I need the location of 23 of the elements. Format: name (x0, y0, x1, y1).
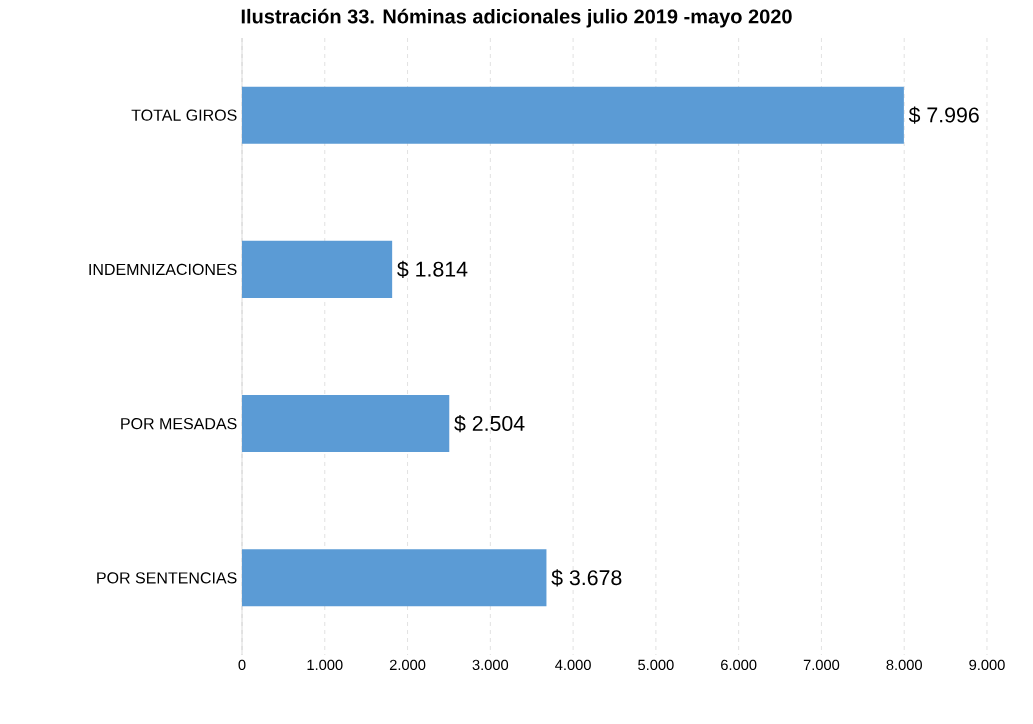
x-tick-label: 7.000 (803, 659, 840, 671)
x-tick-label: 5.000 (638, 659, 674, 671)
x-tick-label: 3.000 (472, 659, 509, 671)
data-label: $ 1.814 (397, 260, 468, 279)
x-tick-label: 1.000 (307, 659, 343, 671)
x-tick-label: 9.000 (969, 659, 1005, 671)
data-label: $ 3.678 (551, 569, 622, 587)
x-tick-label: 0 (238, 659, 246, 671)
bar (242, 549, 547, 607)
y-tick-label: INDEMNIZACIONES (89, 263, 237, 276)
bar (242, 86, 904, 144)
x-tick-label: 4.000 (555, 659, 591, 671)
x-tick-label: 2.000 (389, 659, 426, 671)
x-tick-label: 8.000 (886, 659, 922, 671)
y-tick-label: POR SENTENCIAS (97, 572, 237, 584)
y-tick-label: TOTAL GIROS (131, 109, 237, 121)
chart-title: Ilustración 33. Nóminas adicionales julio 2019 -mayo 2020 (241, 8, 792, 28)
data-label: $ 2.504 (454, 414, 525, 433)
y-tick-label: POR MESADAS (121, 417, 237, 430)
data-label: $ 7.996 (908, 106, 979, 124)
bar (242, 240, 393, 298)
bar (242, 395, 450, 453)
x-tick-label: 6.000 (721, 659, 757, 671)
